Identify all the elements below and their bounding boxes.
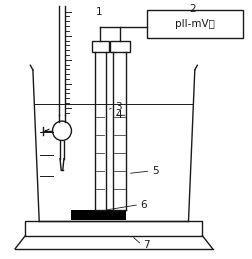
Text: pII-mV计: pII-mV计 bbox=[174, 19, 214, 29]
Bar bbox=[25, 221, 202, 236]
Bar bbox=[146, 10, 242, 38]
Text: 1: 1 bbox=[96, 7, 102, 17]
Text: 2: 2 bbox=[189, 4, 196, 14]
Text: 4: 4 bbox=[115, 110, 121, 120]
Text: 3: 3 bbox=[115, 103, 121, 112]
Text: 7: 7 bbox=[142, 240, 149, 250]
Ellipse shape bbox=[52, 121, 71, 140]
Bar bbox=[109, 41, 129, 52]
Bar bbox=[71, 210, 126, 220]
Text: 5: 5 bbox=[151, 166, 158, 176]
Text: 6: 6 bbox=[140, 200, 146, 210]
Bar bbox=[91, 41, 108, 52]
